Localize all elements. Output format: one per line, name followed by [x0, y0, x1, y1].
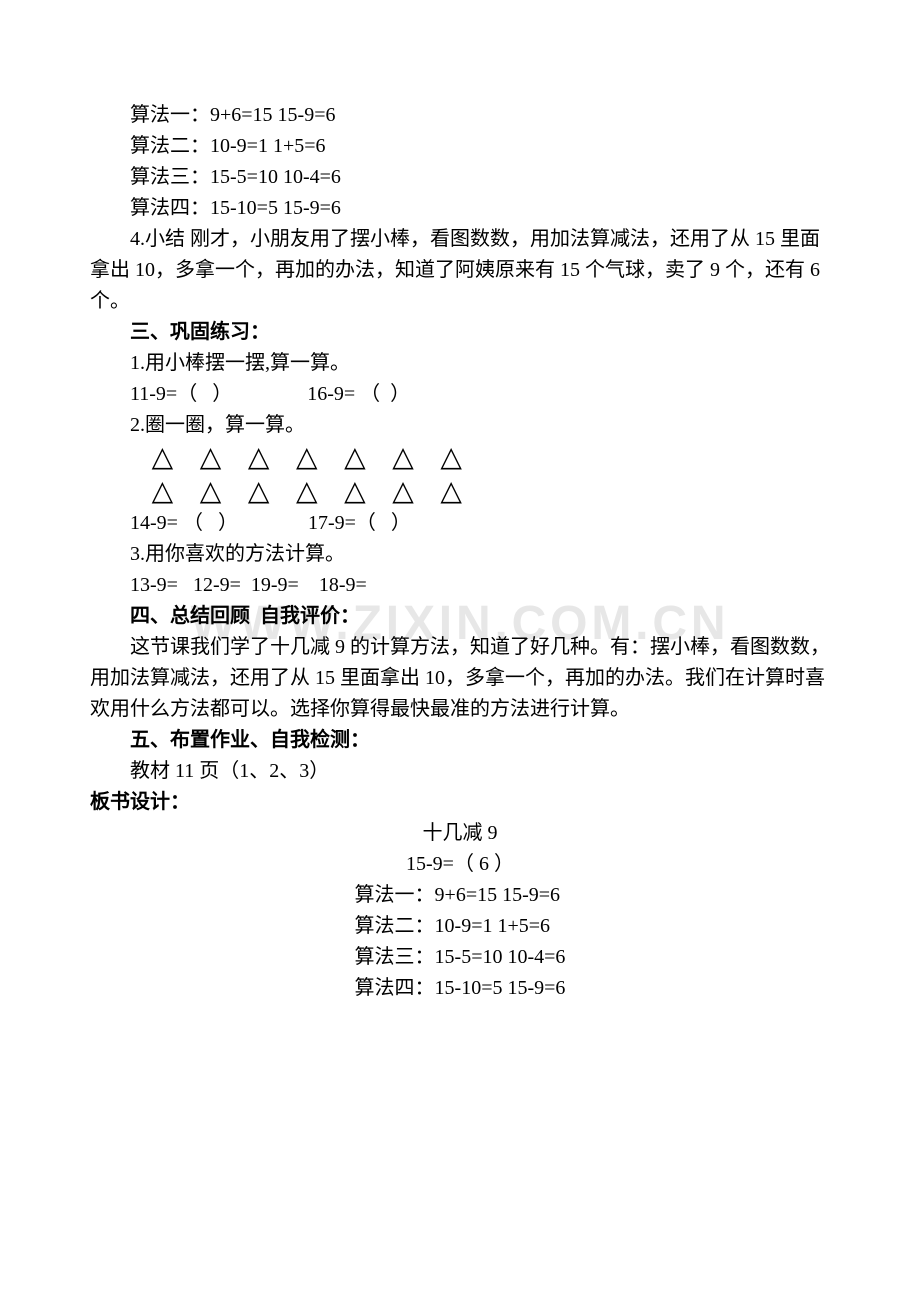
board-eq: 15-9=（ 6 ）: [90, 849, 830, 880]
board-a2: 算法二：10-9=1 1+5=6: [355, 911, 566, 942]
board-title: 十几减 9: [90, 818, 830, 849]
section-4-title: 四、总结回顾 自我评价：: [90, 601, 830, 632]
section-5-title: 五、布置作业、自我检测：: [90, 725, 830, 756]
q1-label: 1.用小棒摆一摆,算一算。: [90, 348, 830, 379]
board-label: 板书设计：: [90, 787, 830, 818]
q3-line: 13-9= 12-9= 19-9= 18-9=: [90, 570, 830, 601]
alg2: 算法二：10-9=1 1+5=6: [90, 131, 830, 162]
board-a3: 算法三：15-5=10 10-4=6: [355, 942, 566, 973]
alg3: 算法三：15-5=10 10-4=6: [90, 162, 830, 193]
q2-label: 2.圈一圈，算一算。: [90, 410, 830, 441]
xiaojie: 4.小结 刚才，小朋友用了摆小棒，看图数数，用加法算减法，还用了从 15 里面拿…: [90, 224, 830, 317]
section-3-title: 三、巩固练习：: [90, 317, 830, 348]
q1-line: 11-9=（ ） 16-9= （ ）: [90, 379, 830, 410]
document-body: 算法一：9+6=15 15-9=6 算法二：10-9=1 1+5=6 算法三：1…: [90, 100, 830, 1004]
board-a4: 算法四：15-10=5 15-9=6: [355, 973, 566, 1004]
q2-line: 14-9= （ ） 17-9=（ ）: [90, 508, 830, 539]
alg4: 算法四：15-10=5 15-9=6: [90, 193, 830, 224]
board-block: 十几减 9 15-9=（ 6 ） 算法一：9+6=15 15-9=6 算法二：1…: [90, 818, 830, 1004]
triangle-row-2: △ △ △ △ △ △ △: [90, 475, 830, 509]
section-5-body: 教材 11 页（1、2、3）: [90, 756, 830, 787]
q3-label: 3.用你喜欢的方法计算。: [90, 539, 830, 570]
section-4-body: 这节课我们学了十几减 9 的计算方法，知道了好几种。有：摆小棒，看图数数，用加法…: [90, 632, 830, 725]
triangle-row-1: △ △ △ △ △ △ △: [90, 441, 830, 475]
board-a1: 算法一：9+6=15 15-9=6: [355, 880, 566, 911]
alg1: 算法一：9+6=15 15-9=6: [90, 100, 830, 131]
